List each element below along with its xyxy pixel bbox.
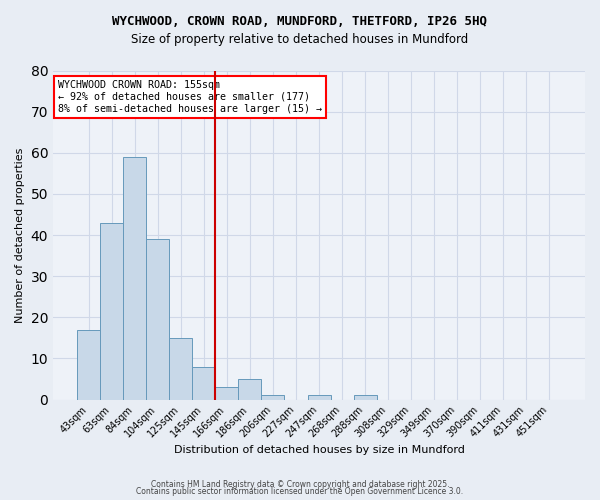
Text: Size of property relative to detached houses in Mundford: Size of property relative to detached ho… xyxy=(131,32,469,46)
Bar xyxy=(100,222,123,400)
Bar xyxy=(146,239,169,400)
Y-axis label: Number of detached properties: Number of detached properties xyxy=(15,148,25,322)
Text: Contains public sector information licensed under the Open Government Licence 3.: Contains public sector information licen… xyxy=(136,488,464,496)
Text: WYCHWOOD, CROWN ROAD, MUNDFORD, THETFORD, IP26 5HQ: WYCHWOOD, CROWN ROAD, MUNDFORD, THETFORD… xyxy=(113,15,487,28)
Bar xyxy=(169,338,193,400)
Text: Contains HM Land Registry data © Crown copyright and database right 2025.: Contains HM Land Registry data © Crown c… xyxy=(151,480,449,489)
X-axis label: Distribution of detached houses by size in Mundford: Distribution of detached houses by size … xyxy=(173,445,464,455)
Bar xyxy=(262,396,284,400)
Bar xyxy=(193,366,215,400)
Bar xyxy=(77,330,100,400)
Bar xyxy=(215,387,238,400)
Bar xyxy=(353,396,377,400)
Bar xyxy=(308,396,331,400)
Text: WYCHWOOD CROWN ROAD: 155sqm
← 92% of detached houses are smaller (177)
8% of sem: WYCHWOOD CROWN ROAD: 155sqm ← 92% of det… xyxy=(58,80,322,114)
Bar xyxy=(238,379,262,400)
Bar xyxy=(123,157,146,400)
